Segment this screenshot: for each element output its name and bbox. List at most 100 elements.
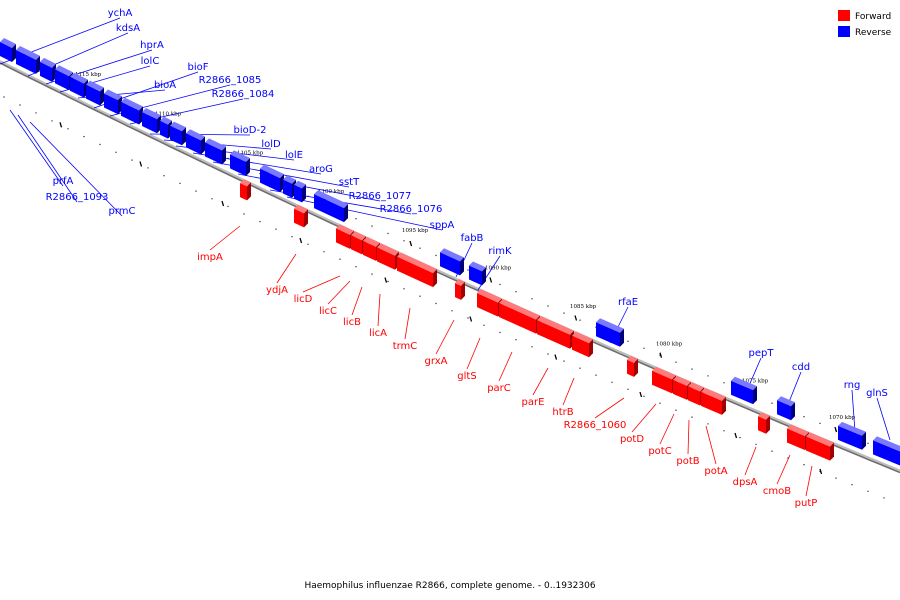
gene-label-htrb[interactable]: htrB bbox=[552, 407, 573, 418]
gene-label-ycha[interactable]: ychA bbox=[108, 8, 133, 19]
leader-line-lica bbox=[377, 293, 381, 327]
gene-label-rng[interactable]: rng bbox=[844, 380, 861, 391]
gene-label-rimk[interactable]: rimK bbox=[488, 246, 512, 257]
leader-line-pare bbox=[532, 367, 549, 396]
gene-label-r2866-1093[interactable]: R2866_1093 bbox=[46, 192, 109, 203]
gene-sstt[interactable] bbox=[205, 138, 226, 165]
gene-glns[interactable] bbox=[873, 436, 900, 466]
map-caption: Haemophilus influenzae R2866, complete g… bbox=[304, 581, 595, 591]
gene-label-dpsa[interactable]: dpsA bbox=[733, 477, 758, 488]
gene-label-r2866-1076[interactable]: R2866_1076 bbox=[380, 204, 443, 215]
leader-line-licc bbox=[327, 280, 351, 305]
gene-r2866-1060[interactable] bbox=[627, 355, 638, 377]
gene-potd[interactable] bbox=[652, 366, 676, 394]
gene-label-prfa[interactable]: prfA bbox=[53, 176, 74, 187]
gene-label-arog[interactable]: aroG bbox=[309, 164, 333, 175]
gene-label-parc[interactable]: parC bbox=[487, 383, 511, 394]
gene-label-pare[interactable]: parE bbox=[522, 397, 545, 408]
gene-label-lole[interactable]: lolE bbox=[285, 150, 303, 161]
leader-line-licd bbox=[302, 275, 341, 293]
gene-r2866-1077[interactable] bbox=[230, 150, 250, 176]
gene-dpsa[interactable] bbox=[758, 412, 770, 434]
gene-label-trmc[interactable]: trmC bbox=[393, 341, 418, 352]
gene-label-impa[interactable]: impA bbox=[197, 252, 223, 263]
gene-label-lold[interactable]: lolD bbox=[261, 139, 281, 150]
gene-impa[interactable] bbox=[240, 179, 251, 201]
leader-line-htrb bbox=[562, 377, 575, 406]
legend-reverse-label: Reverse bbox=[855, 28, 892, 38]
gene-glts[interactable] bbox=[477, 289, 502, 317]
leader-line-r2866-1093 bbox=[17, 114, 78, 203]
gene-label-glts[interactable]: gltS bbox=[457, 371, 476, 382]
gene-label-cmob[interactable]: cmoB bbox=[763, 486, 791, 497]
gene-label-grxa[interactable]: grxA bbox=[425, 356, 448, 367]
gene-label-r2866-1085[interactable]: R2866_1085 bbox=[199, 75, 262, 86]
gene-label-licb[interactable]: licB bbox=[343, 317, 361, 328]
gene-label-sppa[interactable]: sppA bbox=[430, 220, 455, 231]
gene-label-r2866-1077[interactable]: R2866_1077 bbox=[349, 191, 412, 202]
gene-label-potc[interactable]: potC bbox=[648, 446, 671, 457]
gene-label-biod-2[interactable]: bioD-2 bbox=[234, 125, 267, 136]
gene-biof[interactable] bbox=[86, 80, 104, 106]
gene-r2866-1093[interactable] bbox=[314, 190, 348, 223]
gene-pare[interactable] bbox=[537, 316, 574, 349]
gene-prfa[interactable] bbox=[294, 180, 306, 203]
gene-label-ydja[interactable]: ydjA bbox=[266, 285, 288, 296]
gene-hpra[interactable] bbox=[40, 57, 56, 82]
gene-parc[interactable] bbox=[499, 299, 540, 334]
gene-label-pota[interactable]: potA bbox=[704, 466, 727, 477]
legend: Forward Reverse bbox=[838, 10, 892, 38]
gene-label-rfae[interactable]: rfaE bbox=[618, 297, 638, 308]
gene-label-hpra[interactable]: hprA bbox=[140, 40, 164, 51]
gene-cdd[interactable] bbox=[777, 396, 795, 421]
leader-line-potd bbox=[631, 403, 657, 433]
gene-rng[interactable] bbox=[838, 421, 866, 450]
leader-line-prfa bbox=[9, 109, 64, 187]
legend-reverse-swatch bbox=[838, 26, 850, 37]
gene-rimk[interactable] bbox=[469, 261, 486, 286]
gene-label-prmc[interactable]: prmC bbox=[108, 206, 135, 217]
gene-label-licc[interactable]: licC bbox=[319, 306, 337, 317]
tick-label: 1075 kbp bbox=[742, 379, 769, 385]
gene-ycha[interactable] bbox=[0, 38, 16, 62]
gene-label-r2866-1084[interactable]: R2866_1084 bbox=[212, 89, 275, 100]
gene-pota[interactable] bbox=[701, 387, 726, 415]
gene-htrb[interactable] bbox=[572, 331, 593, 358]
gene-label-pept[interactable]: pepT bbox=[749, 348, 775, 359]
gene-rfae[interactable] bbox=[596, 318, 624, 347]
gene-label-lolc[interactable]: lolC bbox=[141, 56, 160, 67]
gene-arog[interactable] bbox=[186, 129, 205, 155]
gene-fabb[interactable] bbox=[440, 248, 464, 276]
gene-pept[interactable] bbox=[731, 376, 757, 405]
gene-cmob[interactable] bbox=[787, 424, 809, 451]
gene-putp[interactable] bbox=[806, 432, 834, 461]
gene-label-lica[interactable]: licA bbox=[369, 328, 387, 339]
gene-lole[interactable] bbox=[170, 121, 186, 146]
gene-grxa[interactable] bbox=[455, 279, 465, 300]
gene-label-sstt[interactable]: sstT bbox=[339, 177, 360, 188]
gene-ydja[interactable] bbox=[294, 204, 308, 228]
leader-line-prmc bbox=[29, 121, 123, 217]
gene-label-licd[interactable]: licD bbox=[294, 294, 313, 305]
gene-label-potd[interactable]: potD bbox=[620, 434, 644, 445]
gene-label-glns[interactable]: glnS bbox=[866, 388, 888, 399]
gene-label-biof[interactable]: bioF bbox=[188, 62, 209, 73]
gene-kdsa[interactable] bbox=[16, 46, 40, 74]
gene-label-fabb[interactable]: fabB bbox=[461, 233, 484, 244]
gene-label-potb[interactable]: potB bbox=[676, 456, 699, 467]
gene-r2866-1076[interactable] bbox=[260, 164, 284, 193]
gene-label-kdsa[interactable]: kdsA bbox=[116, 23, 140, 34]
gene-r2866-1085[interactable] bbox=[104, 89, 122, 115]
gene-r2866-1084[interactable] bbox=[121, 97, 143, 125]
leader-line-glts bbox=[466, 337, 481, 370]
gene-trmc[interactable] bbox=[397, 252, 437, 288]
leader-line-dpsa bbox=[744, 446, 757, 476]
gene-label-bioa[interactable]: bioA bbox=[154, 80, 176, 91]
gene-label-cdd[interactable]: cdd bbox=[792, 362, 810, 373]
gene-label-putp[interactable]: putP bbox=[795, 498, 818, 509]
gene-lica[interactable] bbox=[377, 243, 399, 270]
gene-label-r2866-1060[interactable]: R2866_1060 bbox=[564, 420, 627, 431]
